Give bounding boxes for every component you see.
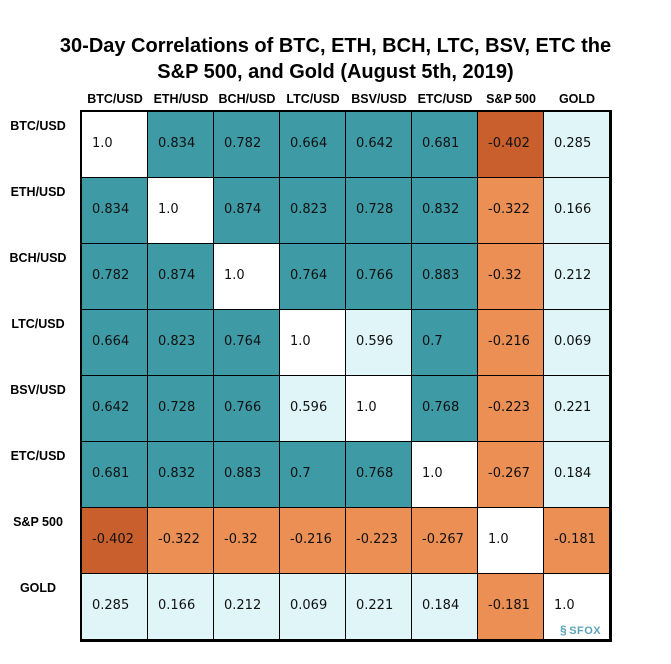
- heatmap-cell: 0.285: [544, 112, 610, 178]
- column-label: GOLD: [558, 92, 596, 106]
- heatmap-cell: 0.728: [148, 376, 214, 442]
- heatmap-cell: 0.7: [412, 310, 478, 376]
- heatmap-cell: -0.32: [478, 244, 544, 310]
- heatmap-cell: 0.596: [280, 376, 346, 442]
- heatmap-cell: -0.32: [214, 508, 280, 574]
- heatmap-cell: 0.166: [148, 574, 214, 640]
- heatmap-cell: 1.0: [412, 442, 478, 508]
- row-label: ETC/USD: [10, 449, 66, 463]
- heatmap-cell: 0.832: [148, 442, 214, 508]
- sfox-logo-icon: §: [560, 623, 568, 637]
- heatmap-cell: 0.782: [82, 244, 148, 310]
- column-label: ETC/USD: [417, 92, 473, 106]
- logo-text: SFOX: [569, 625, 602, 637]
- column-label: BCH/USD: [218, 92, 276, 106]
- heatmap-cell: 0.681: [82, 442, 148, 508]
- heatmap-cell: 1.0: [346, 376, 412, 442]
- heatmap-cell: 1.0: [148, 178, 214, 244]
- heatmap-cell: 0.069: [280, 574, 346, 640]
- heatmap-cell: 1.0: [214, 244, 280, 310]
- heatmap-cell: 0.212: [544, 244, 610, 310]
- heatmap-cell: 0.874: [214, 178, 280, 244]
- heatmap-cell: -0.402: [478, 112, 544, 178]
- heatmap-cell: 0.764: [214, 310, 280, 376]
- heatmap-cell: 0.834: [82, 178, 148, 244]
- heatmap-cell: 0.766: [346, 244, 412, 310]
- heatmap-cell: 0.766: [214, 376, 280, 442]
- heatmap-cell: 0.7: [280, 442, 346, 508]
- heatmap-cell: 0.664: [82, 310, 148, 376]
- column-label: BSV/USD: [351, 92, 407, 106]
- heatmap-cell: 0.834: [148, 112, 214, 178]
- heatmap-cell: 0.883: [214, 442, 280, 508]
- chart-title-line-1: 30-Day Correlations of BTC, ETH, BCH, LT…: [59, 35, 612, 57]
- heatmap-cell: 0.768: [412, 376, 478, 442]
- row-label: GOLD: [19, 581, 57, 595]
- chart-title-line-2: S&P 500, and Gold (August 5th, 2019): [157, 61, 514, 83]
- heatmap-cell: 0.782: [214, 112, 280, 178]
- column-label: BTC/USD: [87, 92, 143, 106]
- heatmap-cell: 0.285: [82, 574, 148, 640]
- heatmap-cell: 0.212: [214, 574, 280, 640]
- heatmap-cell: 0.883: [412, 244, 478, 310]
- heatmap-cell: 0.221: [544, 376, 610, 442]
- column-label: S&P 500: [486, 92, 536, 106]
- heatmap-cell: -0.402: [82, 508, 148, 574]
- row-label: ETH/USD: [10, 185, 66, 199]
- heatmap-cell: 0.664: [280, 112, 346, 178]
- heatmap-cell: 0.069: [544, 310, 610, 376]
- heatmap-cell: -0.267: [478, 442, 544, 508]
- heatmap-cell: -0.181: [478, 574, 544, 640]
- heatmap-cell: 0.642: [82, 376, 148, 442]
- heatmap-cell: 0.728: [346, 178, 412, 244]
- heatmap-cell: 0.768: [346, 442, 412, 508]
- row-label: BTC/USD: [10, 119, 66, 133]
- heatmap-cell: 0.596: [346, 310, 412, 376]
- heatmap-cell: -0.181: [544, 508, 610, 574]
- heatmap-cell: -0.267: [412, 508, 478, 574]
- heatmap-cell: 0.874: [148, 244, 214, 310]
- row-label: BCH/USD: [9, 251, 67, 265]
- heatmap-cell: 1.0: [280, 310, 346, 376]
- heatmap-cell: -0.322: [148, 508, 214, 574]
- heatmap-cell: 0.832: [412, 178, 478, 244]
- heatmap-cell: 0.221: [346, 574, 412, 640]
- heatmap-cell: 0.823: [280, 178, 346, 244]
- heatmap-cell: 1.0: [478, 508, 544, 574]
- heatmap-cell: -0.216: [478, 310, 544, 376]
- heatmap-cell: 0.823: [148, 310, 214, 376]
- heatmap-cell: 0.764: [280, 244, 346, 310]
- heatmap-cell: 0.184: [544, 442, 610, 508]
- sfox-logo: § SFOX: [560, 623, 601, 637]
- heatmap-cell: -0.223: [478, 376, 544, 442]
- column-label: ETH/USD: [153, 92, 209, 106]
- heatmap-cell: 0.642: [346, 112, 412, 178]
- heatmap-cell: -0.322: [478, 178, 544, 244]
- heatmap-cell: 1.0: [82, 112, 148, 178]
- heatmap-cell: 0.184: [412, 574, 478, 640]
- column-label: LTC/USD: [286, 92, 340, 106]
- row-label: S&P 500: [13, 515, 63, 529]
- heatmap-cell: -0.223: [346, 508, 412, 574]
- heatmap-cell: -0.216: [280, 508, 346, 574]
- heatmap-cell: 0.166: [544, 178, 610, 244]
- heatmap-cell: 1.0: [544, 574, 610, 640]
- heatmap-cell: 0.681: [412, 112, 478, 178]
- row-label: LTC/USD: [11, 317, 65, 331]
- row-label: BSV/USD: [10, 383, 66, 397]
- correlation-heatmap: 1.0 0.834 0.782 0.664 0.642 0.681 -0.402 0.285 0…: [80, 110, 612, 642]
